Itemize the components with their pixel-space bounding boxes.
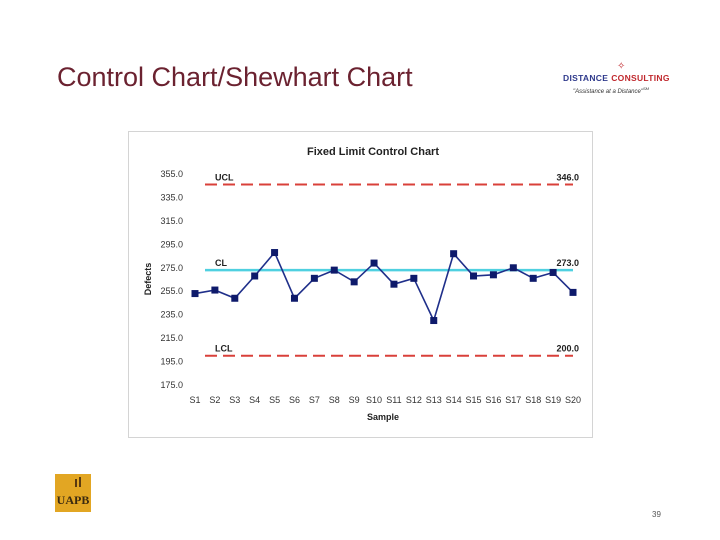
data-point-s1 bbox=[191, 290, 199, 298]
limit-value-cl: 273.0 bbox=[556, 258, 579, 268]
x-tick-label: S7 bbox=[309, 395, 320, 405]
x-tick-label: S17 bbox=[505, 395, 521, 405]
data-point-s15 bbox=[470, 272, 478, 280]
x-tick-label: S6 bbox=[289, 395, 300, 405]
series-line-defects bbox=[194, 251, 574, 323]
logo-name-part2: CONSULTING bbox=[611, 73, 670, 83]
y-tick-label: 335.0 bbox=[160, 192, 183, 202]
data-point-s7 bbox=[310, 274, 318, 282]
limit-label-ucl: UCL bbox=[215, 173, 234, 183]
y-tick-label: 215.0 bbox=[160, 333, 183, 343]
uapb-logo-text: UAPB bbox=[57, 493, 90, 507]
distance-consulting-logo: ✧ DISTANCE CONSULTING "Assistance at a Di… bbox=[563, 61, 675, 100]
x-tick-label: S14 bbox=[446, 395, 462, 405]
control-limits: UCL 346.0 CL 273.0 LCL 200.0 bbox=[205, 173, 579, 357]
uapb-logo-graphic: UAPB bbox=[57, 476, 90, 510]
chart-ylabel: Defects bbox=[143, 263, 153, 296]
x-tick-label: S16 bbox=[485, 395, 501, 405]
logo-trademark: SM bbox=[642, 86, 649, 91]
data-point-s14 bbox=[450, 250, 458, 258]
chart-xlabel: Sample bbox=[367, 412, 399, 422]
x-tick-label: S5 bbox=[269, 395, 280, 405]
x-tick-label: S18 bbox=[525, 395, 541, 405]
data-point-s9 bbox=[350, 278, 358, 286]
x-tick-label: S2 bbox=[209, 395, 220, 405]
y-tick-label: 295.0 bbox=[160, 239, 183, 249]
limit-label-lcl: LCL bbox=[215, 344, 233, 354]
data-point-s8 bbox=[330, 266, 338, 274]
y-tick-label: 355.0 bbox=[160, 169, 183, 179]
x-tick-label: S11 bbox=[386, 395, 401, 405]
y-tick-label: 235.0 bbox=[160, 310, 183, 320]
data-point-s5 bbox=[271, 249, 279, 257]
data-point-s2 bbox=[211, 286, 219, 294]
y-tick-label: 315.0 bbox=[160, 216, 183, 226]
data-point-s13 bbox=[430, 317, 438, 325]
axis-ticks: 355.0 335.0 315.0 295.0 275.0 255.0 235.0 215.0… bbox=[160, 169, 581, 405]
data-point-s4 bbox=[251, 272, 259, 280]
data-point-s18 bbox=[529, 274, 537, 282]
x-tick-label: S8 bbox=[329, 395, 340, 405]
logo-tagline: "Assistance at a Distance"SM bbox=[573, 86, 649, 95]
x-tick-label: S3 bbox=[229, 395, 240, 405]
y-tick-label: 255.0 bbox=[160, 286, 183, 296]
limit-value-ucl: 346.0 bbox=[556, 173, 579, 183]
x-tick-label: S20 bbox=[565, 395, 581, 405]
data-series bbox=[191, 249, 577, 325]
x-tick-label: S13 bbox=[426, 395, 442, 405]
x-tick-label: S12 bbox=[406, 395, 422, 405]
data-point-s10 bbox=[370, 259, 378, 267]
x-tick-label: S1 bbox=[189, 395, 200, 405]
limit-value-lcl: 200.0 bbox=[556, 344, 579, 354]
data-point-s20 bbox=[569, 288, 577, 296]
uapb-logo: UAPB bbox=[55, 474, 91, 512]
x-tick-label: S19 bbox=[545, 395, 561, 405]
x-tick-label: S10 bbox=[366, 395, 382, 405]
x-tick-label: S15 bbox=[466, 395, 482, 405]
star-icon: ✧ bbox=[617, 61, 626, 72]
logo-tagline-text: "Assistance at a Distance" bbox=[573, 89, 643, 95]
logo-name: DISTANCE CONSULTING bbox=[563, 73, 670, 83]
slide-title: Control Chart/Shewhart Chart bbox=[57, 62, 413, 92]
limit-label-cl: CL bbox=[215, 258, 227, 268]
y-tick-label: 275.0 bbox=[160, 263, 183, 273]
chart-svg: Fixed Limit Control Chart Defects Sample… bbox=[143, 146, 581, 422]
data-point-s12 bbox=[410, 274, 418, 282]
y-tick-label: 175.0 bbox=[160, 380, 183, 390]
data-point-s11 bbox=[390, 280, 398, 288]
data-point-s17 bbox=[509, 264, 517, 272]
data-point-s16 bbox=[489, 271, 497, 279]
page-number: 39 bbox=[652, 510, 661, 519]
data-point-s19 bbox=[549, 268, 557, 276]
y-tick-label: 195.0 bbox=[160, 357, 183, 367]
control-chart: Fixed Limit Control Chart Defects Sample… bbox=[128, 131, 593, 438]
data-point-s6 bbox=[290, 294, 298, 302]
data-point-s3 bbox=[231, 294, 239, 302]
chart-title: Fixed Limit Control Chart bbox=[307, 146, 439, 158]
x-tick-label: S4 bbox=[249, 395, 260, 405]
logo-name-part1: DISTANCE bbox=[563, 73, 609, 83]
x-tick-label: S9 bbox=[349, 395, 360, 405]
